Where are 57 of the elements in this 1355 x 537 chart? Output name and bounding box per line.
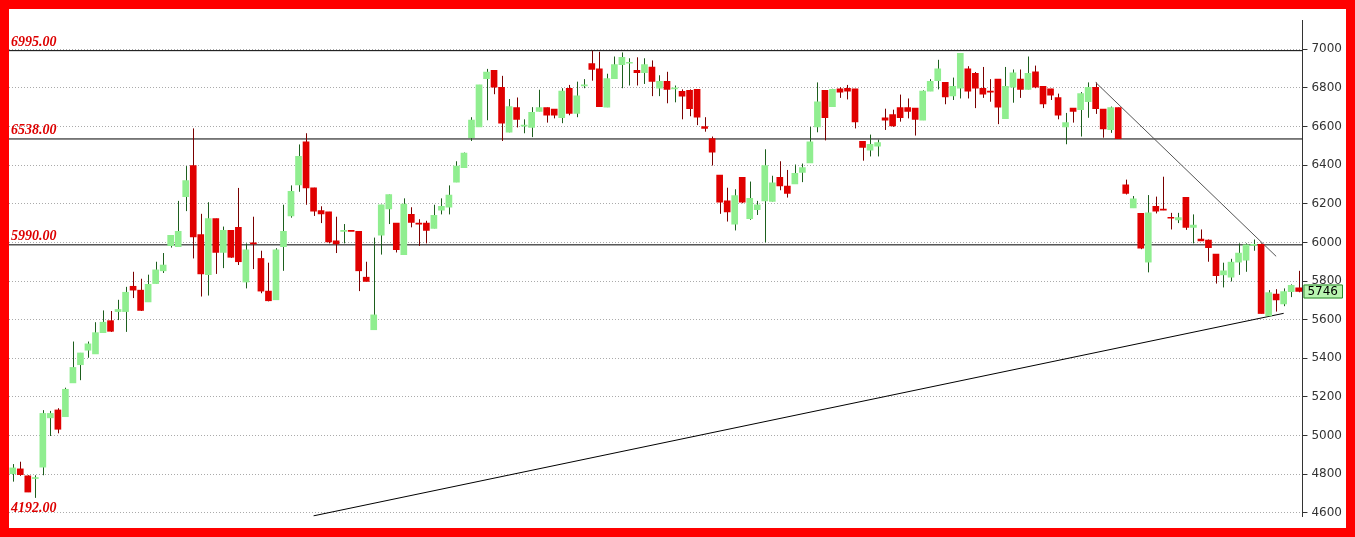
candlestick xyxy=(1107,106,1115,134)
y-tick-label: 5200 xyxy=(1311,389,1343,404)
candlestick xyxy=(784,169,791,199)
candlestick xyxy=(1062,112,1069,145)
candlestick xyxy=(219,226,227,269)
ref-line-label: 6538.00 xyxy=(11,122,57,138)
ref-line-label: 5990.00 xyxy=(11,227,57,243)
candlestick xyxy=(137,278,144,312)
candlestick xyxy=(535,89,543,112)
candlestick xyxy=(340,223,347,244)
candlestick xyxy=(1092,81,1099,115)
candlestick xyxy=(54,407,62,434)
y-tick-label: 6400 xyxy=(1311,157,1343,172)
y-tick-label: 4600 xyxy=(1311,505,1343,520)
candlestick xyxy=(1054,93,1062,120)
candlestick xyxy=(483,68,490,121)
candlestick xyxy=(641,57,648,85)
candlestick xyxy=(513,96,520,128)
annotation: 4192.00 xyxy=(10,500,57,516)
candlestick xyxy=(1190,213,1197,244)
candlestick xyxy=(708,136,716,167)
candlestick xyxy=(934,59,942,90)
candlestick xyxy=(663,71,671,104)
candlestick xyxy=(250,216,257,270)
candlestick xyxy=(799,163,806,183)
candlestick xyxy=(430,204,438,229)
candlestick xyxy=(362,261,370,282)
ref-line-label: 6995.00 xyxy=(11,33,57,49)
candlestick xyxy=(31,474,39,499)
candlestick xyxy=(573,81,581,118)
y-tick-label: 4800 xyxy=(1311,466,1343,481)
y-tick-label: 6600 xyxy=(1311,118,1343,133)
y-tick-label: 6000 xyxy=(1311,234,1343,249)
candlestick xyxy=(182,165,190,212)
candlestick xyxy=(859,140,866,162)
candlestick xyxy=(107,310,114,333)
y-tick-label: 7000 xyxy=(1311,41,1343,56)
candlestick xyxy=(1024,56,1032,90)
y-tick-label: 5400 xyxy=(1311,350,1343,365)
candlestick xyxy=(941,81,949,105)
candlestick xyxy=(280,204,287,272)
candlestick xyxy=(1017,68,1024,99)
y-tick-label: 5600 xyxy=(1311,311,1343,326)
candlestick xyxy=(1099,108,1107,139)
y-tick-label: 6800 xyxy=(1311,79,1343,94)
candlestick xyxy=(265,262,272,302)
y-tick-label: 5000 xyxy=(1311,427,1343,442)
y-tick-label: 6200 xyxy=(1311,195,1343,210)
candlestick xyxy=(656,74,663,97)
candlestick xyxy=(370,237,378,331)
candlestick xyxy=(776,160,784,191)
candlestick xyxy=(69,341,77,384)
candlestick xyxy=(408,206,415,228)
annotation: 5746 xyxy=(1307,283,1339,298)
candlestick xyxy=(77,352,84,381)
candlestick xyxy=(1265,289,1272,317)
candlestick xyxy=(633,56,641,87)
